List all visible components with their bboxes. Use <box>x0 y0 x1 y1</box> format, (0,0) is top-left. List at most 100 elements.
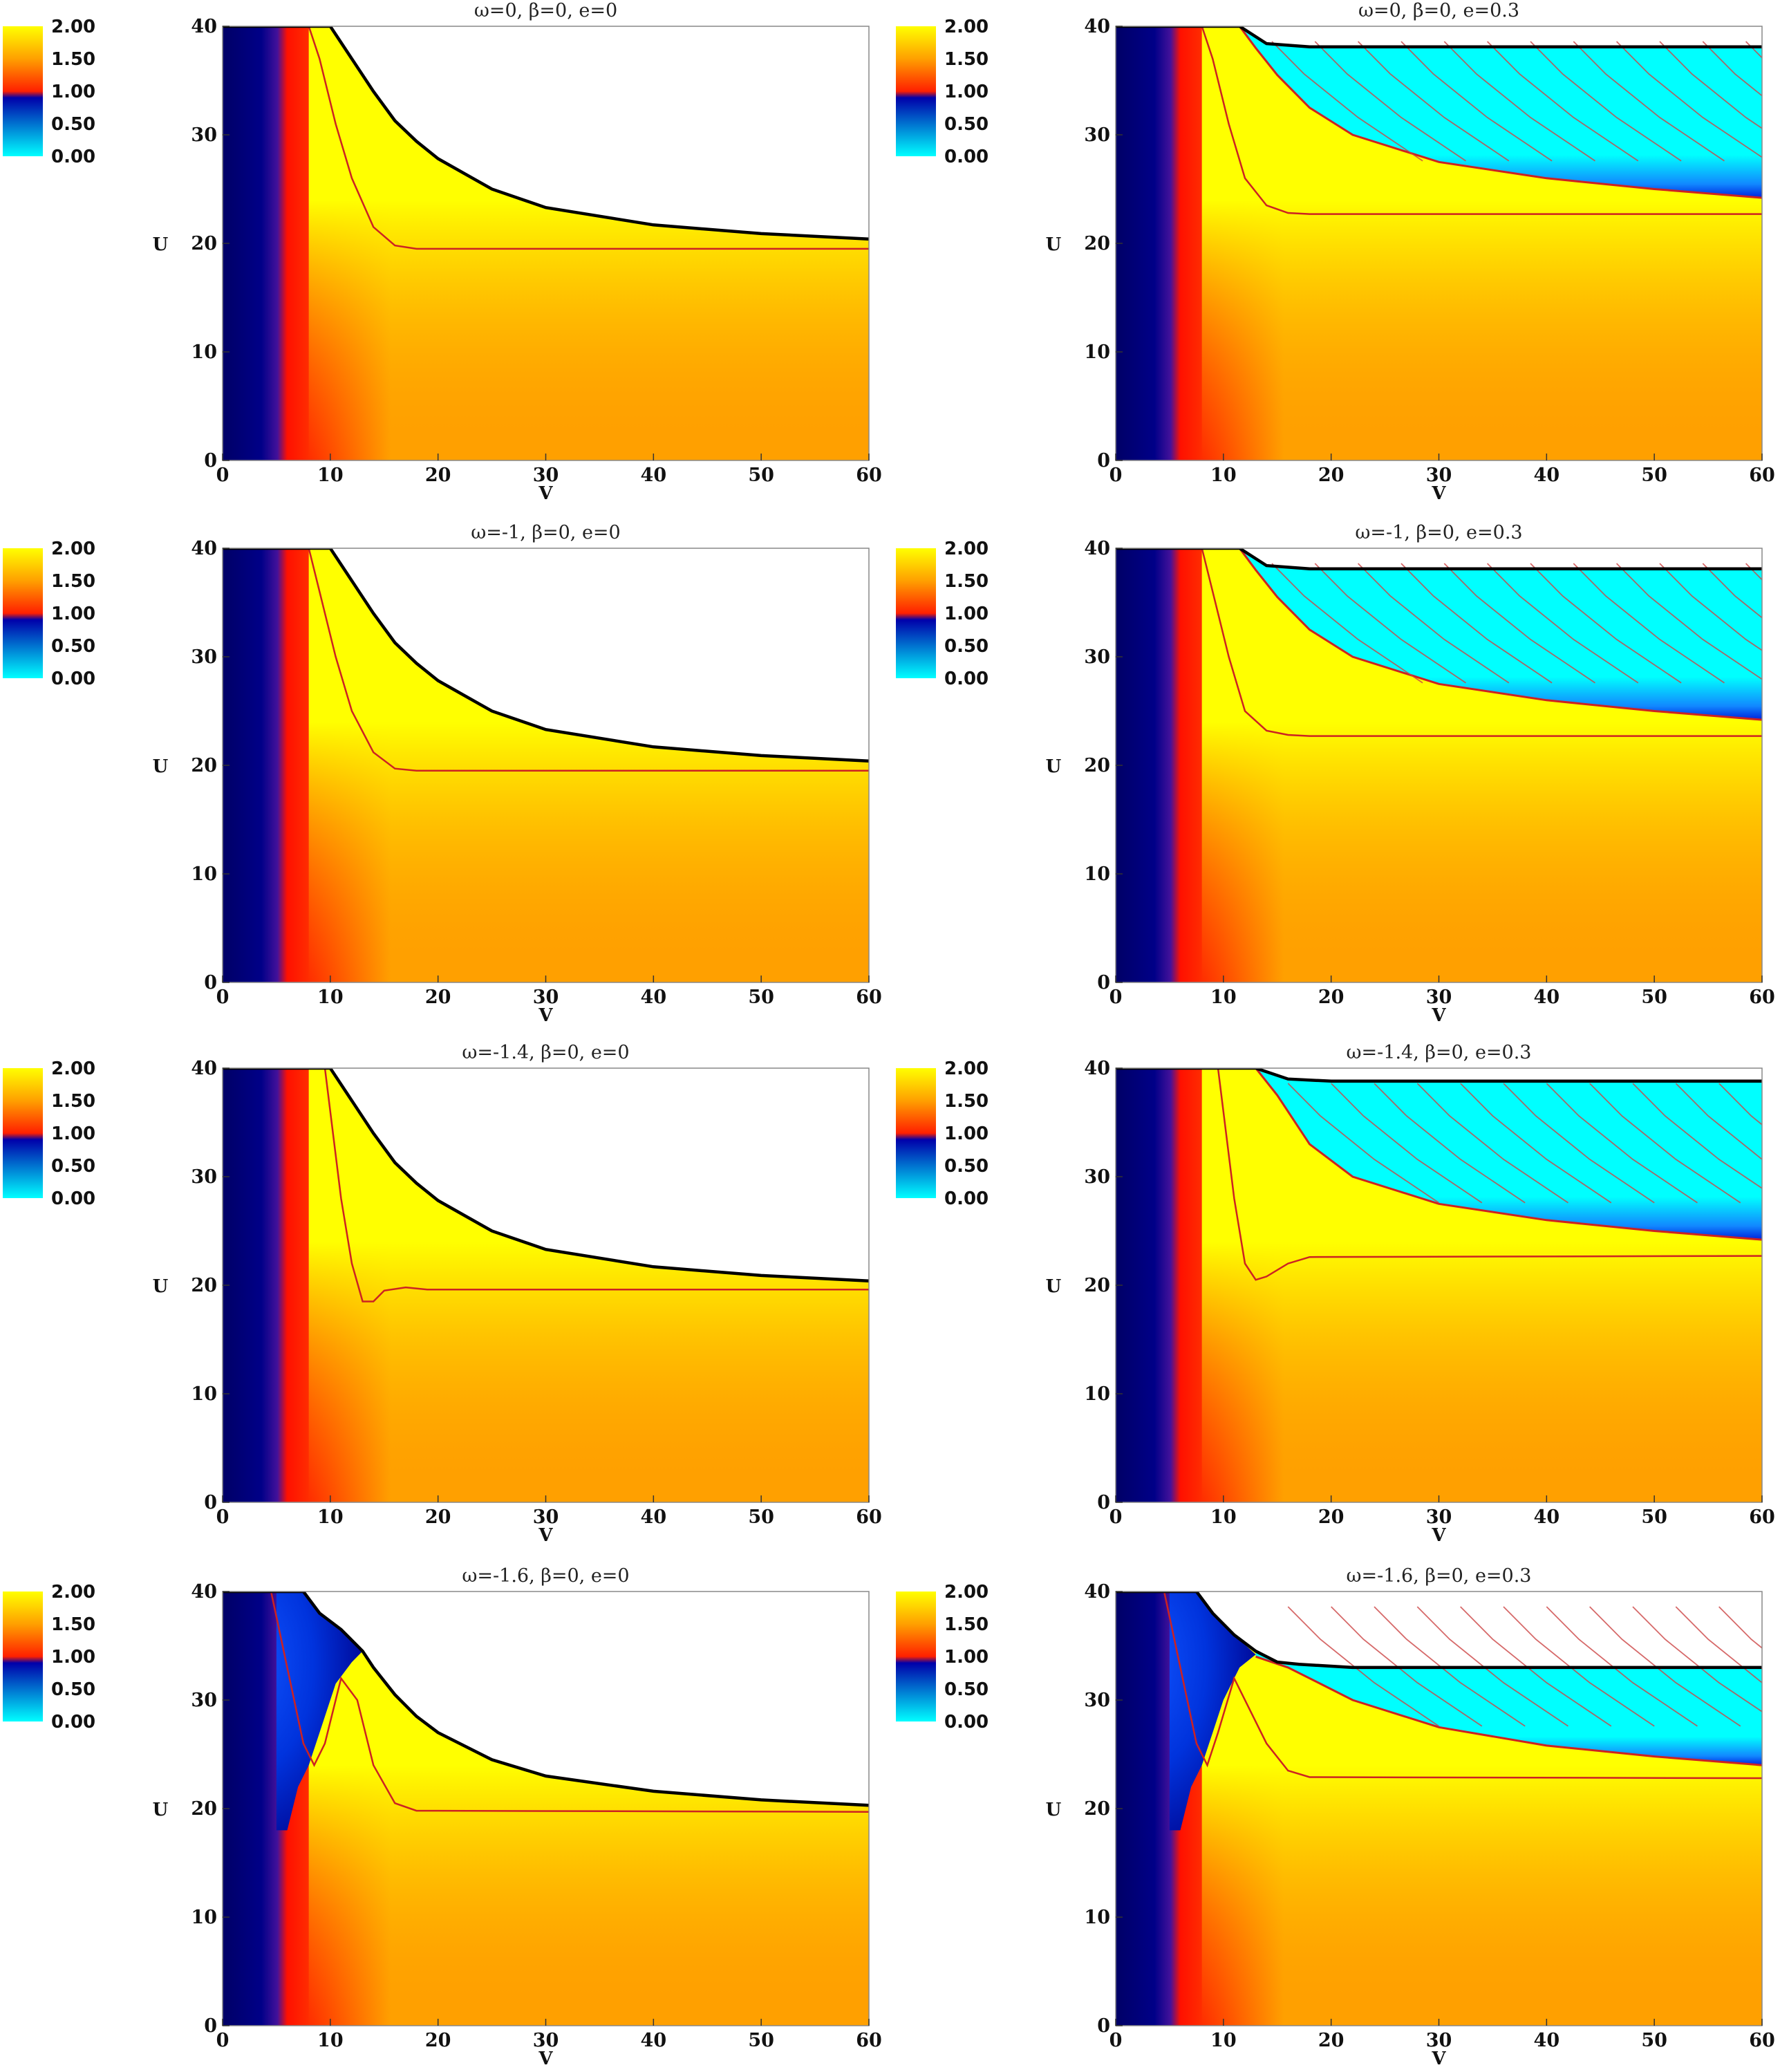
colorbar-tick-label: 0.00 <box>51 669 95 689</box>
y-tick-label: 40 <box>1084 538 1110 559</box>
red-contour <box>1201 548 1762 737</box>
band-contour <box>1675 1606 1762 1683</box>
band-contour <box>1632 1083 1762 1189</box>
y-axis-label: U <box>153 1800 169 1820</box>
colorbar-tick-label: 1.50 <box>51 1091 95 1112</box>
band-contour <box>1503 1083 1655 1204</box>
colorbar-tick-label: 1.00 <box>51 604 95 624</box>
y-tick-label: 20 <box>191 233 217 254</box>
y-axis-label: U <box>153 234 169 255</box>
panel-1: 0 10 20 30 40 50 60 0 10 20 30 40 V Uω=0, β=0, e=0 2.0… <box>3 0 882 504</box>
x-tick-label: 30 <box>533 465 559 486</box>
panel-title: ω=-1, β=0, e=0.3 <box>1355 522 1522 543</box>
band-contour <box>1486 41 1639 162</box>
y-tick-label: 0 <box>1097 450 1110 472</box>
x-tick-label: 60 <box>1749 1506 1775 1528</box>
y-tick-label: 40 <box>1084 1058 1110 1079</box>
colorbar-tick-label: 2.00 <box>944 17 989 37</box>
band-contour <box>1287 1083 1440 1204</box>
band-contour <box>1287 1606 1440 1727</box>
band-contour <box>1702 563 1762 619</box>
y-tick-label: 20 <box>1084 755 1110 776</box>
x-tick-label: 30 <box>1426 465 1452 486</box>
colorbar-gradient <box>896 26 936 156</box>
x-tick-label: 10 <box>1210 987 1237 1008</box>
colorbar-tick-label: 0.50 <box>51 1156 95 1177</box>
x-axis-label: V <box>1431 1525 1446 1546</box>
colorbar-tick-label: 1.00 <box>51 82 95 102</box>
band-contour <box>1486 563 1639 684</box>
colorbar-tick-label: 0.50 <box>944 636 989 657</box>
y-tick-label: 10 <box>1084 1383 1110 1405</box>
y-tick-label: 30 <box>191 1166 217 1188</box>
x-tick-label: 10 <box>317 2030 344 2051</box>
x-tick-label: 20 <box>425 987 451 1008</box>
panel-7: 0 10 20 30 40 50 60 0 10 20 30 40 V Uω=-1.6, β=0, e=0… <box>3 1565 882 2069</box>
band-contour <box>1314 563 1467 684</box>
colorbar-gradient <box>3 1068 43 1198</box>
colorbar-tick-label: 0.00 <box>944 147 989 167</box>
colorbar-tick-label: 0.50 <box>944 1156 989 1177</box>
x-tick-label: 0 <box>1109 987 1123 1008</box>
band-contour <box>1675 1083 1762 1160</box>
band-contour <box>1271 563 1423 684</box>
y-axis-label: U <box>1046 756 1062 777</box>
colorbar-tick-label: 2.00 <box>51 17 95 37</box>
cyan-band <box>1255 1651 1762 1766</box>
band-contour <box>1374 1083 1526 1204</box>
colorbar-tick-label: 1.00 <box>944 604 989 624</box>
band-contour <box>1400 563 1553 684</box>
y-tick-label: 20 <box>1084 233 1110 254</box>
y-tick-label: 30 <box>191 646 217 668</box>
x-tick-label: 50 <box>1641 465 1667 486</box>
x-tick-label: 10 <box>1210 2030 1237 2051</box>
x-axis-label: V <box>1431 1005 1446 1026</box>
band-contour <box>1718 1606 1762 1649</box>
y-tick-label: 40 <box>191 16 217 37</box>
band-contour <box>1530 563 1682 684</box>
red-contour <box>1217 1068 1762 1281</box>
y-tick-label: 40 <box>1084 1581 1110 1603</box>
x-tick-label: 20 <box>1318 987 1345 1008</box>
x-tick-label: 0 <box>216 465 229 486</box>
red-contour <box>308 26 869 250</box>
colorbar-tick-label: 2.00 <box>944 1058 989 1079</box>
x-tick-label: 0 <box>1109 465 1123 486</box>
y-tick-label: 40 <box>1084 16 1110 37</box>
panel-title: ω=0, β=0, e=0.3 <box>1358 0 1519 21</box>
colorbar-tick-label: 1.50 <box>51 49 95 70</box>
red-contour <box>1163 1592 1762 1780</box>
x-tick-label: 60 <box>1749 987 1775 1008</box>
y-axis-label: U <box>153 756 169 777</box>
panel-8: 0 10 20 30 40 50 60 0 10 20 30 40 V Uω=-1.6, β=0, e=0… <box>896 1565 1775 2069</box>
colorbar-tick-label: 1.00 <box>51 1647 95 1668</box>
y-axis-label: U <box>1046 234 1062 255</box>
y-tick-label: 20 <box>191 755 217 776</box>
y-tick-label: 0 <box>204 1492 217 1513</box>
colorbar-tick-label: 1.50 <box>944 49 989 70</box>
horizon-line <box>1116 26 1762 49</box>
band-contour <box>1573 563 1725 684</box>
x-tick-label: 50 <box>1641 987 1667 1008</box>
field-yellow-shade <box>1201 1592 1762 2026</box>
panel-6: 0 10 20 30 40 50 60 0 10 20 30 40 V Uω=-1.4, β=0, e=0… <box>896 1042 1775 1546</box>
y-axis-label: U <box>1046 1276 1062 1297</box>
band-contour <box>1761 1083 1762 1085</box>
band-contour <box>1357 563 1510 684</box>
y-tick-label: 0 <box>204 2015 217 2037</box>
y-tick-label: 10 <box>191 1383 217 1405</box>
x-tick-label: 60 <box>856 2030 882 2051</box>
band-contour <box>1718 1083 1762 1126</box>
colorbar: 2.00 1.50 1.00 0.50 0.00 <box>3 17 95 167</box>
band-contour <box>1331 1606 1483 1727</box>
x-tick-label: 10 <box>1210 465 1237 486</box>
colorbar-tick-label: 0.00 <box>51 147 95 167</box>
y-tick-label: 40 <box>191 1058 217 1079</box>
colorbar-tick-label: 1.50 <box>51 1614 95 1635</box>
x-tick-label: 0 <box>1109 2030 1123 2051</box>
band-contour <box>1443 563 1596 684</box>
cyan-band <box>1239 548 1762 720</box>
colorbar: 2.00 1.50 1.00 0.50 0.00 <box>3 1058 95 1209</box>
x-tick-label: 40 <box>1534 987 1560 1008</box>
